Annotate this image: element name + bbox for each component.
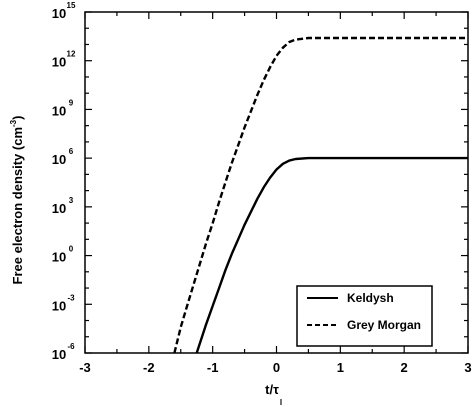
x-axis-title-main: t/τ [265,382,279,397]
y-tick-label: 10 [52,347,66,362]
y-tick-label: 10 [52,298,66,313]
x-axis-title-subscript: l [280,398,282,407]
y-tick-label-exponent: -3 [67,293,75,302]
legend-label-grey-morgan: Grey Morgan [347,318,421,332]
x-tick-label: -2 [143,360,155,375]
y-axis-title-main: Free electron density (cm [10,127,25,285]
x-tick-label: 2 [401,360,408,375]
y-tick-label: 10 [52,55,66,70]
y-tick-label: 10 [52,103,66,118]
y-tick-label: 10 [52,6,66,21]
y-tick-label-exponent: 9 [69,98,74,107]
x-tick-labels: -3 -2 -1 0 1 2 3 [79,360,471,375]
legend-box [296,285,433,347]
y-tick-label-exponent: 0 [69,245,74,254]
x-tick-label: -3 [79,360,91,375]
y-axis-title: Free electron density (cm-3) [9,116,25,285]
x-tick-label: 1 [337,360,344,375]
y-tick-label-exponent: 3 [69,196,74,205]
y-axis-title-unit-exp: -3 [9,119,18,127]
y-axis-title-close: ) [10,116,25,120]
x-tick-label: 3 [464,360,471,375]
series-line-keldysh [195,156,468,354]
x-tick-label: -1 [207,360,219,375]
series-layer [173,36,468,354]
x-tick-label: 0 [273,360,280,375]
y-tick-label: 10 [52,152,66,167]
y-tick-label: 10 [52,250,66,265]
legend: Keldysh Grey Morgan [296,285,433,347]
plot-area-frame [84,11,469,354]
y-tick-label: 10 [52,201,66,216]
legend-label-keldysh: Keldysh [347,291,394,305]
x-axis-title: t/τ [265,382,279,397]
y-tick-label-exponent: 12 [67,50,76,59]
y-tick-label-exponent: 15 [67,1,76,10]
y-tick-label-exponent: -6 [67,342,75,351]
y-tick-label-exponent: 6 [69,147,74,156]
series-line-grey-morgan [173,36,468,354]
